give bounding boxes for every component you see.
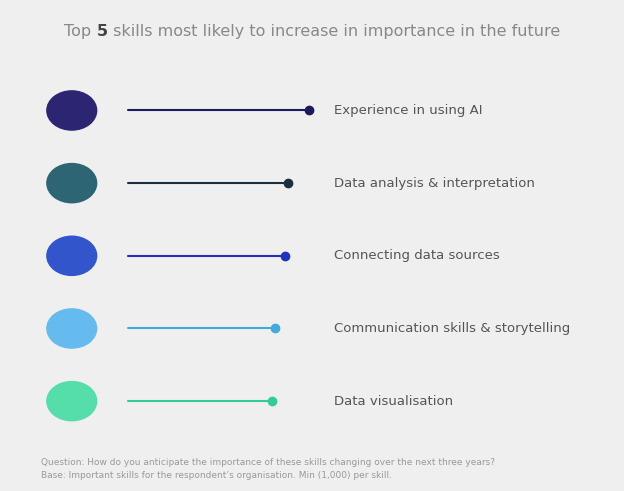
- Text: Base: Important skills for the respondent’s organisation. Min (1,000) per skill.: Base: Important skills for the responden…: [41, 471, 392, 480]
- Text: 61%: 61%: [54, 176, 90, 191]
- Text: Top: Top: [64, 25, 97, 39]
- Text: 60%: 60%: [54, 248, 90, 263]
- Text: Data visualisation: Data visualisation: [334, 395, 453, 408]
- Text: skills most likely to increase in importance in the future: skills most likely to increase in import…: [107, 25, 560, 39]
- Text: 5: 5: [97, 25, 107, 39]
- Text: 56%: 56%: [54, 321, 90, 336]
- Text: 55%: 55%: [54, 394, 90, 409]
- Text: Communication skills & storytelling: Communication skills & storytelling: [334, 322, 570, 335]
- Text: Data analysis & interpretation: Data analysis & interpretation: [334, 177, 535, 190]
- Text: Experience in using AI: Experience in using AI: [334, 104, 482, 117]
- Text: Connecting data sources: Connecting data sources: [334, 249, 500, 262]
- Text: 69%: 69%: [54, 103, 90, 118]
- Text: Question: How do you anticipate the importance of these skills changing over the: Question: How do you anticipate the impo…: [41, 458, 495, 467]
